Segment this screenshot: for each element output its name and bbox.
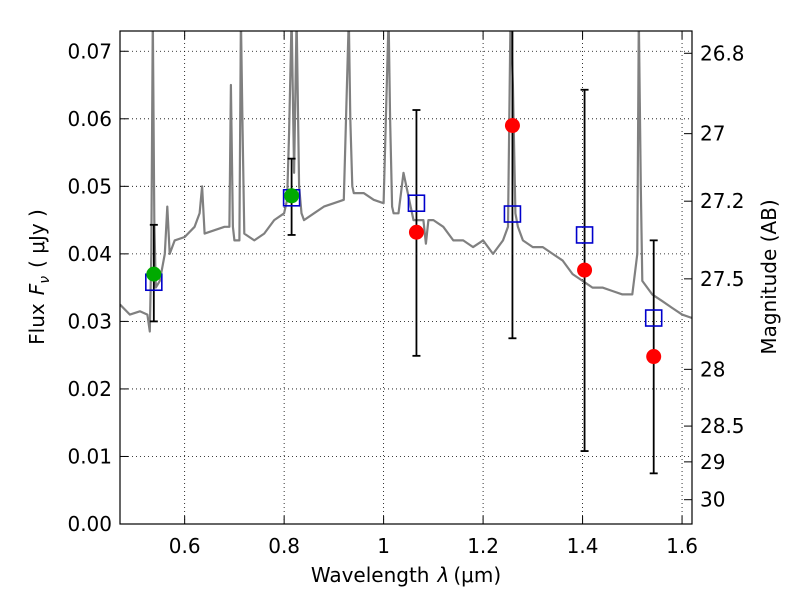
axis-ticks: 0.6 0.8 1 1.2 1.4 1.6 0.00 0.01 0.02 0.03 0.04 0.05… [67, 31, 745, 558]
x-tick-label: 0.6 [169, 534, 201, 558]
x-tick-label: 1 [377, 534, 390, 558]
magnitude-tick-label: 28 [700, 357, 725, 381]
detection-point [284, 188, 300, 204]
y-tick-label: 0.06 [67, 107, 112, 131]
grid-lines [120, 31, 692, 525]
measurement-point [408, 224, 424, 240]
measurement-point [646, 349, 662, 365]
magnitude-tick-label: 26.8 [700, 41, 745, 65]
y-tick-label: 0.00 [67, 512, 112, 536]
x-tick-label: 1.4 [567, 534, 599, 558]
model-spectrum-line [120, 31, 692, 333]
magnitude-tick-label: 27 [700, 122, 725, 146]
magnitude-tick-label: 29 [700, 450, 725, 474]
y-axis-label: FluxFν( μJy ) [25, 209, 53, 345]
y-tick-label: 0.05 [67, 174, 112, 198]
y-tick-label: 0.01 [67, 444, 112, 468]
x-tick-label: 1.2 [467, 534, 499, 558]
x-axis-label: Wavelength λ (μm) [311, 563, 501, 587]
model-photometry-square [644, 309, 663, 327]
magnitude-tick-label: 27.5 [700, 267, 745, 291]
magnitude-tick-label: 27.2 [700, 189, 745, 213]
x-tick-label: 0.8 [268, 534, 300, 558]
magnitude-axis-label: Magnitude (AB) [757, 199, 781, 354]
y-tick-label: 0.07 [67, 39, 112, 63]
y-tick-label: 0.03 [67, 309, 112, 333]
x-tick-label: 1.6 [666, 534, 698, 558]
plot-area [120, 31, 692, 475]
axes-frame [119, 30, 693, 525]
magnitude-tick-label: 28.5 [700, 414, 745, 438]
magnitude-tick-label: 30 [700, 488, 725, 512]
measurement-point [504, 118, 520, 134]
y-tick-label: 0.04 [67, 242, 112, 266]
model-photometry-square [407, 194, 426, 213]
detection-point [146, 266, 162, 282]
measurement-point [577, 262, 593, 278]
y-tick-label: 0.02 [67, 377, 112, 401]
model-photometry-square [503, 205, 522, 223]
model-photometry-square [575, 226, 594, 244]
